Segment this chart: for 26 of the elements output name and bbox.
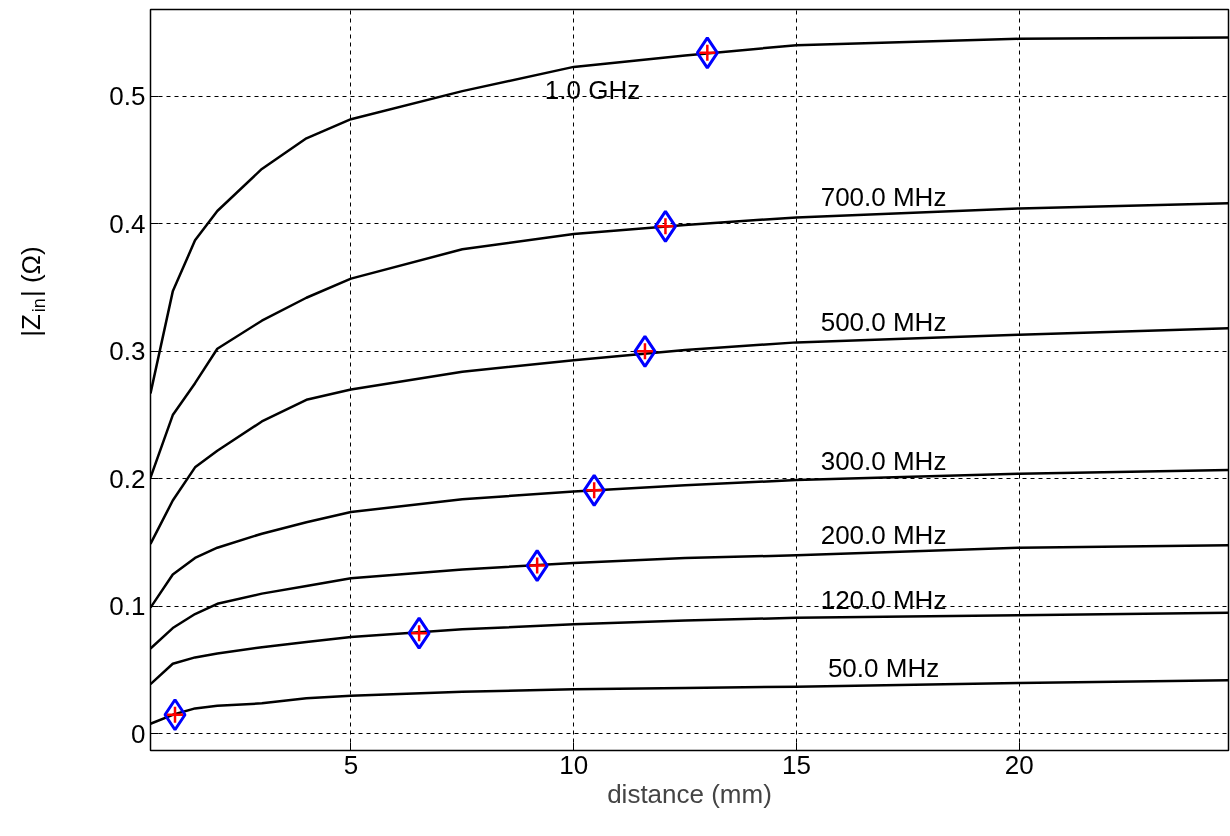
point bbox=[407, 616, 431, 650]
series-label: 200.0 MHz bbox=[820, 520, 947, 551]
point bbox=[633, 334, 657, 368]
x-tick-label: 5 bbox=[343, 749, 359, 780]
y-tick-label: 0.5 bbox=[109, 81, 146, 112]
series-label: 120.0 MHz bbox=[820, 584, 947, 615]
x-tick-label: 15 bbox=[781, 749, 811, 780]
y-tick-label: 0.1 bbox=[109, 591, 146, 622]
series-label: 300.0 MHz bbox=[820, 445, 947, 476]
point bbox=[525, 549, 549, 583]
series-label: 1.0 GHz bbox=[544, 74, 641, 105]
y-tick-label: 0 bbox=[131, 718, 146, 749]
point bbox=[163, 698, 187, 732]
point bbox=[653, 209, 677, 243]
x-tick-label: 20 bbox=[1004, 749, 1034, 780]
y-axis-title: |Zin| (Ω) bbox=[15, 246, 49, 337]
x-axis-title: distance (mm) bbox=[607, 778, 772, 809]
y-tick-label: 0.4 bbox=[109, 208, 146, 239]
point bbox=[582, 473, 606, 507]
series-label: 500.0 MHz bbox=[820, 307, 947, 338]
point bbox=[695, 36, 719, 70]
series-label: 50.0 MHz bbox=[827, 653, 940, 684]
x-tick-label: 10 bbox=[559, 749, 589, 780]
y-tick-label: 0.2 bbox=[109, 463, 146, 494]
series-label: 700.0 MHz bbox=[820, 181, 947, 212]
y-tick-label: 0.3 bbox=[109, 336, 146, 367]
